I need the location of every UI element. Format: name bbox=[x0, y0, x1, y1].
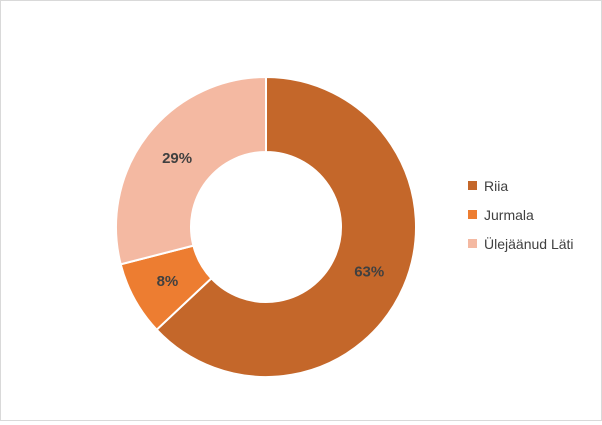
legend: Riia Jurmala Ülejäänud Läti bbox=[468, 171, 574, 258]
data-label: 29% bbox=[162, 150, 192, 167]
data-label: 63% bbox=[354, 264, 384, 281]
legend-label: Riia bbox=[484, 177, 509, 194]
legend-label: Ülejäänud Läti bbox=[484, 235, 574, 252]
data-label: 8% bbox=[157, 273, 179, 290]
legend-swatch bbox=[468, 181, 477, 190]
slice--lej-nud-l-ti[interactable] bbox=[115, 75, 267, 266]
legend-item: Jurmala bbox=[468, 200, 574, 229]
legend-item: Ülejäänud Läti bbox=[468, 229, 574, 258]
slice-riia[interactable] bbox=[155, 75, 417, 378]
data-labels: 63% 8% 29% bbox=[157, 150, 385, 290]
slices bbox=[115, 75, 417, 378]
legend-item: Riia bbox=[468, 171, 574, 200]
legend-swatch bbox=[468, 210, 477, 219]
legend-label: Jurmala bbox=[484, 206, 534, 223]
legend-swatch bbox=[468, 239, 477, 248]
